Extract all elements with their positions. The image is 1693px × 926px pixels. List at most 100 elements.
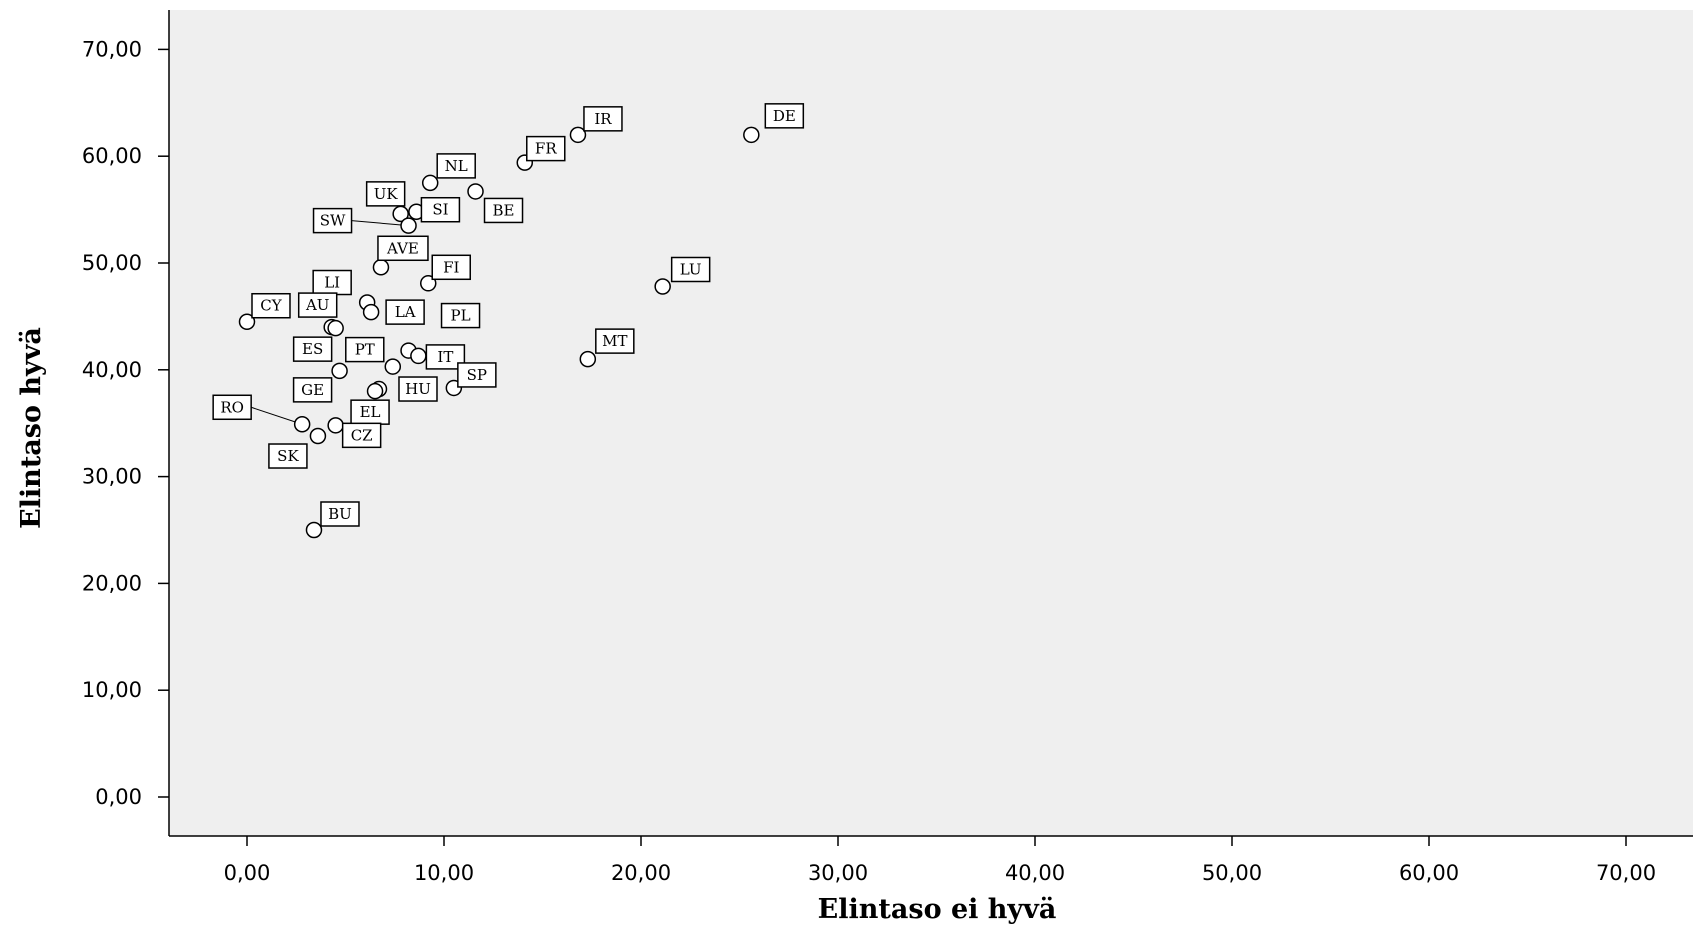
y-tick-label: 50,00 [82, 251, 142, 275]
point-label: RO [220, 398, 244, 416]
point-label: BE [493, 201, 515, 219]
point-label-box [483, 197, 524, 224]
data-point [372, 259, 390, 276]
point-labels: DE IR FR NL BE UK SI SW AVE FI LU LI LA CY AU ES PL IT MT P… [212, 103, 805, 527]
y-tick-label: 60,00 [82, 144, 142, 168]
data-point [309, 427, 327, 445]
x-axis-ticks: 0,00 10,00 20,00 30,00 40,00 50,00 60,00 70,00 [224, 836, 1656, 885]
point-label: BU [328, 505, 352, 523]
point-label-box [251, 292, 291, 319]
point-label-box [292, 336, 333, 362]
point-label: SW [320, 212, 346, 230]
point-label-box [436, 153, 476, 179]
point-label-box [297, 292, 338, 318]
point-label: PT [355, 341, 375, 359]
point-label-box [420, 196, 461, 223]
point-label: LU [680, 260, 702, 278]
point-label: UK [374, 185, 399, 203]
point-label: IT [437, 348, 453, 366]
data-point [421, 174, 439, 192]
y-tick-label: 30,00 [82, 465, 142, 489]
label-leader-lines [251, 220, 409, 425]
point-label: ES [302, 340, 323, 358]
point-label-box [440, 302, 481, 329]
point-label-box [526, 135, 566, 162]
data-point [579, 350, 597, 368]
x-tick-label: 0,00 [224, 861, 271, 885]
point-label: FR [535, 140, 557, 158]
point-label-box [670, 256, 711, 283]
data-point [400, 217, 417, 234]
point-label: PL [451, 307, 471, 325]
point-label: FI [443, 258, 459, 276]
leader-line [251, 406, 303, 425]
point-label: AVE [386, 239, 419, 257]
data-point [327, 417, 344, 434]
point-label: MT [602, 332, 627, 350]
point-label: SK [277, 447, 299, 465]
point-label-box [365, 181, 406, 207]
point-label: NL [445, 157, 468, 175]
data-point [331, 362, 348, 380]
y-tick-label: 10,00 [82, 678, 142, 702]
y-tick-label: 70,00 [82, 37, 142, 61]
data-point [238, 313, 256, 330]
point-label-box [431, 254, 471, 281]
point-label: CZ [351, 426, 373, 444]
x-tick-label: 60,00 [1399, 861, 1459, 885]
point-label-box [583, 106, 623, 132]
x-tick-label: 10,00 [414, 861, 474, 885]
point-label-box [312, 207, 353, 234]
data-point [366, 382, 384, 400]
y-tick-label: 20,00 [82, 571, 142, 595]
data-point [467, 183, 484, 200]
point-label-box [212, 394, 252, 421]
point-label-box [320, 501, 360, 527]
point-label-box [457, 362, 497, 388]
data-point [654, 278, 671, 295]
point-label: GE [301, 381, 324, 399]
point-label-box [292, 377, 333, 403]
point-label-box [312, 269, 352, 296]
point-label: SI [432, 201, 448, 219]
data-points [238, 126, 760, 539]
plot-area [169, 10, 1693, 836]
x-tick-label: 50,00 [1202, 861, 1262, 885]
x-tick-label: 40,00 [1005, 861, 1065, 885]
point-label-box [595, 328, 635, 354]
x-tick-label: 70,00 [1596, 861, 1656, 885]
point-label: LI [324, 274, 340, 292]
data-point [362, 303, 380, 321]
point-label: IR [594, 110, 612, 128]
data-point [743, 126, 760, 144]
x-axis-title: Elintaso ei hyvä [818, 894, 1057, 925]
point-label: LA [395, 303, 416, 321]
point-label: SP [467, 366, 487, 384]
y-axis-ticks: 0,00 10,00 20,00 30,00 40,00 50,00 60,00 70,00 [82, 37, 169, 809]
point-label: DE [773, 107, 796, 125]
point-label: HU [405, 380, 431, 398]
y-axis-title: Elintaso hyvä [16, 327, 47, 529]
y-tick-label: 0,00 [95, 785, 142, 809]
y-tick-label: 40,00 [82, 358, 142, 382]
point-label: AU [305, 296, 329, 314]
point-label-box [345, 336, 385, 363]
x-tick-label: 30,00 [808, 861, 868, 885]
point-label-box [377, 235, 429, 262]
data-point [410, 347, 427, 365]
data-point [305, 521, 323, 539]
point-label-box [268, 443, 308, 469]
data-point [327, 319, 344, 337]
point-label-box [764, 103, 805, 129]
point-label: CY [260, 297, 282, 315]
point-label: EL [360, 403, 381, 421]
point-label-box [341, 422, 382, 449]
point-label-box [385, 299, 425, 325]
data-point [293, 416, 311, 433]
leader-line [351, 220, 409, 227]
x-tick-label: 20,00 [611, 861, 671, 885]
point-label-box [398, 376, 438, 402]
data-point [384, 358, 402, 375]
data-point [569, 126, 587, 144]
